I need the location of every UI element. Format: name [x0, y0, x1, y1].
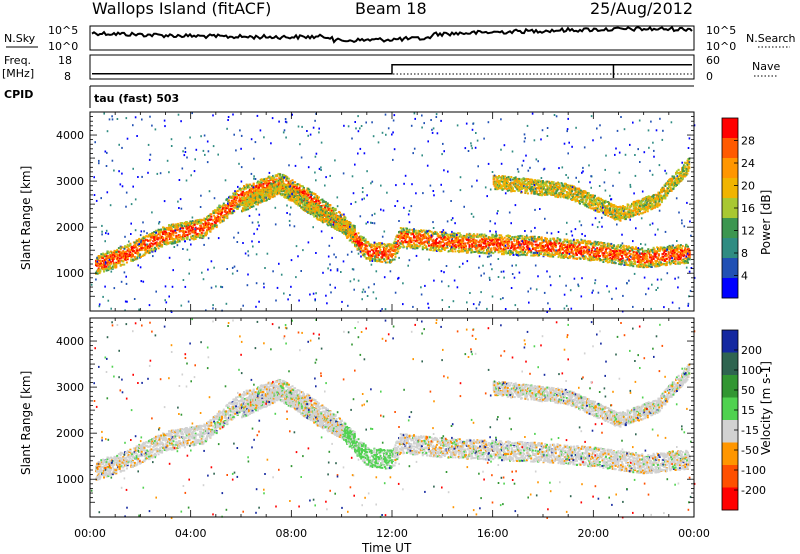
nave-tick-bottom: 0	[706, 70, 713, 83]
vel-cbar-swatch-4	[722, 420, 738, 443]
xtick-0: 00:00	[74, 527, 106, 540]
vel-cbar-tick-6: -100	[741, 464, 766, 477]
power-ytick-4000: 4000	[56, 129, 84, 142]
power-cbar-swatch-6	[722, 238, 738, 258]
velocity-ytick-2000: 2000	[56, 427, 84, 440]
power-cbar-swatch-1	[722, 138, 738, 158]
velocity-cbar-label: Velocity [m s-1]	[759, 361, 773, 455]
cpid-value: tau (fast) 503	[94, 92, 179, 105]
xlabel: Time UT	[361, 541, 412, 554]
xtick-3: 12:00	[376, 527, 408, 540]
vel-cbar-tick-5: -50	[741, 444, 759, 457]
vel-cbar-swatch-0	[722, 330, 738, 353]
freq-tick-bottom: 8	[64, 70, 71, 83]
beam-label: Beam 18	[355, 0, 427, 18]
vel-cbar-tick-4: -15	[741, 424, 759, 437]
power-cbar-swatch-3	[722, 178, 738, 198]
freq-unit: [MHz]	[2, 67, 34, 80]
cpid-label: CPID	[4, 88, 33, 101]
vel-cbar-tick-3: 15	[741, 404, 755, 417]
nave-tick-top: 60	[706, 54, 720, 67]
nsky-label: N.Sky	[4, 32, 36, 45]
power-cbar-swatch-5	[722, 218, 738, 238]
power-ylabel: Slant Range [km]	[19, 166, 33, 270]
velocity-ytick-3000: 3000	[56, 381, 84, 394]
power-cbar-swatch-0	[722, 118, 738, 138]
velocity-ytick-4000: 4000	[56, 335, 84, 348]
power-colorbar: 28 24 20 16 12 8 4	[722, 118, 755, 298]
plot-title: Wallops Island (fitACF)	[92, 0, 271, 18]
nsky-tick-top: 10^5	[48, 24, 78, 37]
nsky-right-tick-bottom: 10^0	[706, 40, 736, 53]
power-cbar-tick-5: 8	[741, 247, 748, 260]
power-cbar-tick-4: 12	[741, 225, 755, 238]
vel-cbar-swatch-3	[722, 398, 738, 421]
xtick-6: 00:00	[678, 527, 710, 540]
xtick-5: 20:00	[577, 527, 609, 540]
date-label: 25/Aug/2012	[590, 0, 693, 18]
power-cbar-tick-2: 20	[741, 180, 755, 193]
power-cbar-label: Power [dB]	[759, 190, 773, 255]
power-cbar-tick-3: 16	[741, 202, 755, 215]
xtick-2: 08:00	[275, 527, 307, 540]
vel-cbar-swatch-5	[722, 443, 738, 466]
velocity-ytick-1000: 1000	[56, 473, 84, 486]
power-ytick-2000: 2000	[56, 221, 84, 234]
vel-cbar-swatch-2	[722, 375, 738, 398]
freq-label: Freq.	[4, 54, 31, 67]
power-cbar-tick-1: 24	[741, 157, 755, 170]
freq-tick-top: 18	[58, 54, 72, 67]
xtick-4: 16:00	[477, 527, 509, 540]
vel-cbar-swatch-7	[722, 488, 738, 511]
velocity-panel	[90, 318, 695, 519]
vel-cbar-tick-7: -200	[741, 484, 766, 497]
vel-cbar-swatch-6	[722, 465, 738, 488]
nave-label: Nave	[752, 60, 780, 73]
velocity-ylabel: Slant Range [km]	[19, 371, 33, 475]
nsky-right-tick-top: 10^5	[706, 24, 736, 37]
vel-cbar-swatch-1	[722, 353, 738, 376]
power-cbar-swatch-8	[722, 278, 738, 298]
xtick-1: 04:00	[175, 527, 207, 540]
power-ytick-1000: 1000	[56, 267, 84, 280]
power-cbar-tick-6: 4	[741, 270, 748, 283]
power-cbar-tick-0: 28	[741, 135, 755, 148]
vel-cbar-tick-0: 200	[741, 344, 762, 357]
power-cbar-swatch-2	[722, 158, 738, 178]
nsearch-label: N.Search	[746, 32, 796, 45]
nsky-tick-bottom: 10^0	[48, 40, 78, 53]
power-panel	[90, 112, 695, 313]
vel-cbar-tick-2: 50	[741, 384, 755, 397]
power-ytick-3000: 3000	[56, 175, 84, 188]
